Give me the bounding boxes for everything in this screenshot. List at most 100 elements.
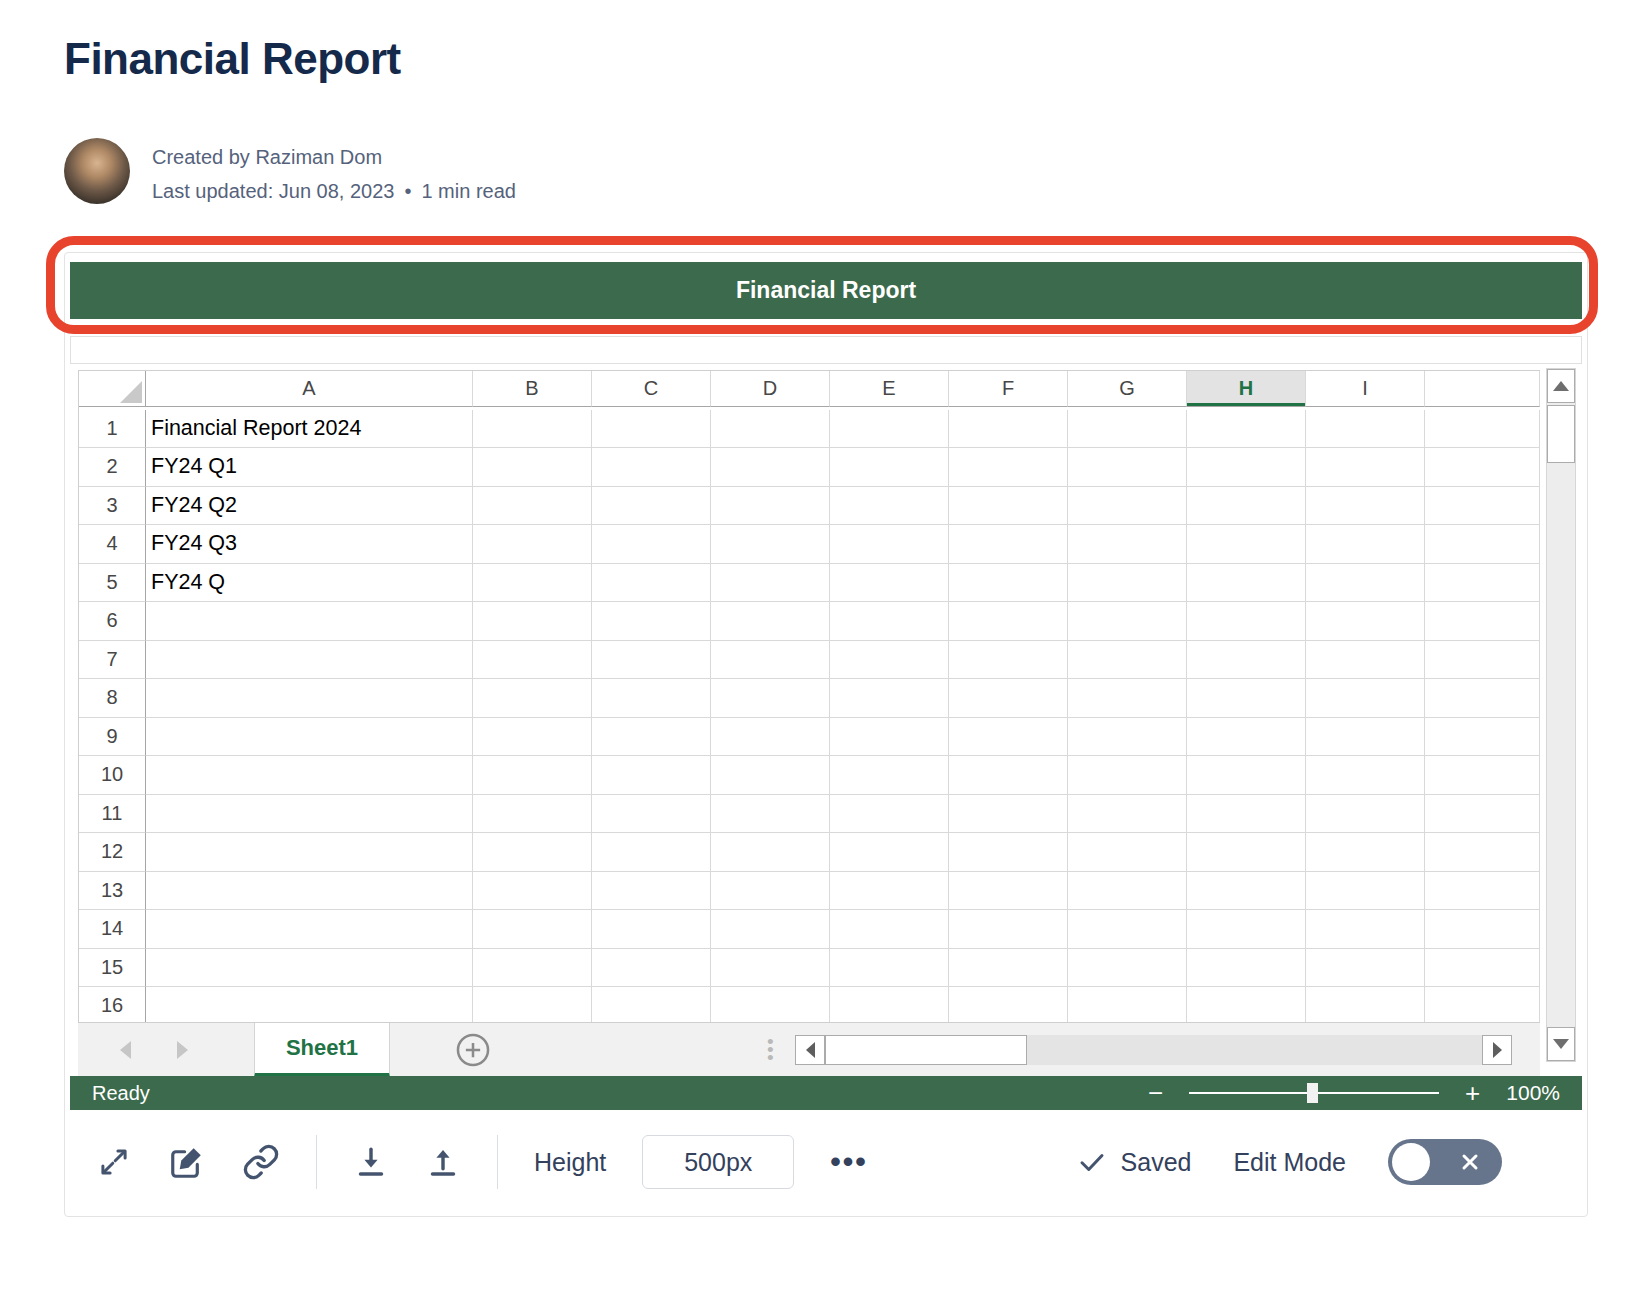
cell-partial-2[interactable] [1425, 448, 1540, 487]
cell-G8[interactable] [1068, 679, 1187, 718]
cell-H5[interactable] [1187, 564, 1306, 603]
cell-G1[interactable] [1068, 410, 1187, 449]
cell-E10[interactable] [830, 756, 949, 795]
cell-A15[interactable] [146, 949, 473, 988]
cell-partial-12[interactable] [1425, 833, 1540, 872]
cell-I2[interactable] [1306, 448, 1425, 487]
cell-partial-14[interactable] [1425, 910, 1540, 949]
vertical-scrollbar-track[interactable] [1547, 463, 1575, 1027]
upload-button[interactable] [425, 1144, 461, 1180]
link-button[interactable] [242, 1143, 280, 1181]
cell-H7[interactable] [1187, 641, 1306, 680]
cell-F5[interactable] [949, 564, 1068, 603]
cell-G3[interactable] [1068, 487, 1187, 526]
row-header-15[interactable]: 15 [79, 949, 146, 988]
column-header-B[interactable]: B [473, 371, 592, 407]
cell-D6[interactable] [711, 602, 830, 641]
cell-A5[interactable]: FY24 Q [146, 564, 473, 603]
cell-I6[interactable] [1306, 602, 1425, 641]
column-header-E[interactable]: E [830, 371, 949, 407]
cell-A10[interactable] [146, 756, 473, 795]
cell-H12[interactable] [1187, 833, 1306, 872]
cell-H15[interactable] [1187, 949, 1306, 988]
cell-G16[interactable] [1068, 987, 1187, 1022]
horizontal-scrollbar-track[interactable] [1027, 1035, 1482, 1065]
cell-B4[interactable] [473, 525, 592, 564]
cell-D13[interactable] [711, 872, 830, 911]
cell-D3[interactable] [711, 487, 830, 526]
cell-G6[interactable] [1068, 602, 1187, 641]
cell-F6[interactable] [949, 602, 1068, 641]
cell-E7[interactable] [830, 641, 949, 680]
vertical-scrollbar-thumb[interactable] [1547, 405, 1575, 463]
scroll-up-button[interactable] [1547, 369, 1575, 403]
cell-A16[interactable] [146, 987, 473, 1022]
cell-C13[interactable] [592, 872, 711, 911]
cell-E9[interactable] [830, 718, 949, 757]
cell-F8[interactable] [949, 679, 1068, 718]
zoom-slider-thumb[interactable] [1307, 1083, 1318, 1103]
cell-E13[interactable] [830, 872, 949, 911]
row-header-7[interactable]: 7 [79, 641, 146, 680]
edit-mode-toggle[interactable] [1388, 1139, 1502, 1185]
cell-E14[interactable] [830, 910, 949, 949]
cell-D2[interactable] [711, 448, 830, 487]
cell-H1[interactable] [1187, 410, 1306, 449]
cell-G5[interactable] [1068, 564, 1187, 603]
cell-F14[interactable] [949, 910, 1068, 949]
cell-I14[interactable] [1306, 910, 1425, 949]
cell-partial-13[interactable] [1425, 872, 1540, 911]
cell-C3[interactable] [592, 487, 711, 526]
cell-C11[interactable] [592, 795, 711, 834]
cell-A2[interactable]: FY24 Q1 [146, 448, 473, 487]
row-header-2[interactable]: 2 [79, 448, 146, 487]
cell-partial-1[interactable] [1425, 410, 1540, 449]
cell-D9[interactable] [711, 718, 830, 757]
cell-A1[interactable]: Financial Report 2024 [146, 410, 473, 449]
cell-partial-3[interactable] [1425, 487, 1540, 526]
cell-F4[interactable] [949, 525, 1068, 564]
row-header-3[interactable]: 3 [79, 487, 146, 526]
cell-I16[interactable] [1306, 987, 1425, 1022]
scrollbar-grip-icon[interactable]: ••• [767, 1038, 777, 1062]
cell-partial-8[interactable] [1425, 679, 1540, 718]
cell-D8[interactable] [711, 679, 830, 718]
cell-E15[interactable] [830, 949, 949, 988]
cell-H4[interactable] [1187, 525, 1306, 564]
cell-F10[interactable] [949, 756, 1068, 795]
cell-D16[interactable] [711, 987, 830, 1022]
cell-C7[interactable] [592, 641, 711, 680]
vertical-scrollbar[interactable] [1546, 368, 1576, 1062]
cell-C9[interactable] [592, 718, 711, 757]
cell-I7[interactable] [1306, 641, 1425, 680]
cell-partial-9[interactable] [1425, 718, 1540, 757]
cell-C1[interactable] [592, 410, 711, 449]
column-header-A[interactable]: A [146, 371, 473, 407]
cell-H14[interactable] [1187, 910, 1306, 949]
cell-B3[interactable] [473, 487, 592, 526]
cell-H11[interactable] [1187, 795, 1306, 834]
tab-sheet1[interactable]: Sheet1 [254, 1023, 390, 1077]
height-input[interactable] [642, 1135, 794, 1189]
cell-E5[interactable] [830, 564, 949, 603]
cell-B11[interactable] [473, 795, 592, 834]
horizontal-scrollbar-thumb[interactable] [825, 1035, 1027, 1065]
cell-G11[interactable] [1068, 795, 1187, 834]
cell-G15[interactable] [1068, 949, 1187, 988]
cell-H9[interactable] [1187, 718, 1306, 757]
cell-D10[interactable] [711, 756, 830, 795]
cell-I10[interactable] [1306, 756, 1425, 795]
column-header-C[interactable]: C [592, 371, 711, 407]
cell-I3[interactable] [1306, 487, 1425, 526]
row-header-1[interactable]: 1 [79, 410, 146, 449]
column-header-D[interactable]: D [711, 371, 830, 407]
cell-partial-4[interactable] [1425, 525, 1540, 564]
cell-I1[interactable] [1306, 410, 1425, 449]
cell-F12[interactable] [949, 833, 1068, 872]
cell-partial-5[interactable] [1425, 564, 1540, 603]
cell-G4[interactable] [1068, 525, 1187, 564]
cell-F16[interactable] [949, 987, 1068, 1022]
cell-G2[interactable] [1068, 448, 1187, 487]
cell-C4[interactable] [592, 525, 711, 564]
row-header-4[interactable]: 4 [79, 525, 146, 564]
